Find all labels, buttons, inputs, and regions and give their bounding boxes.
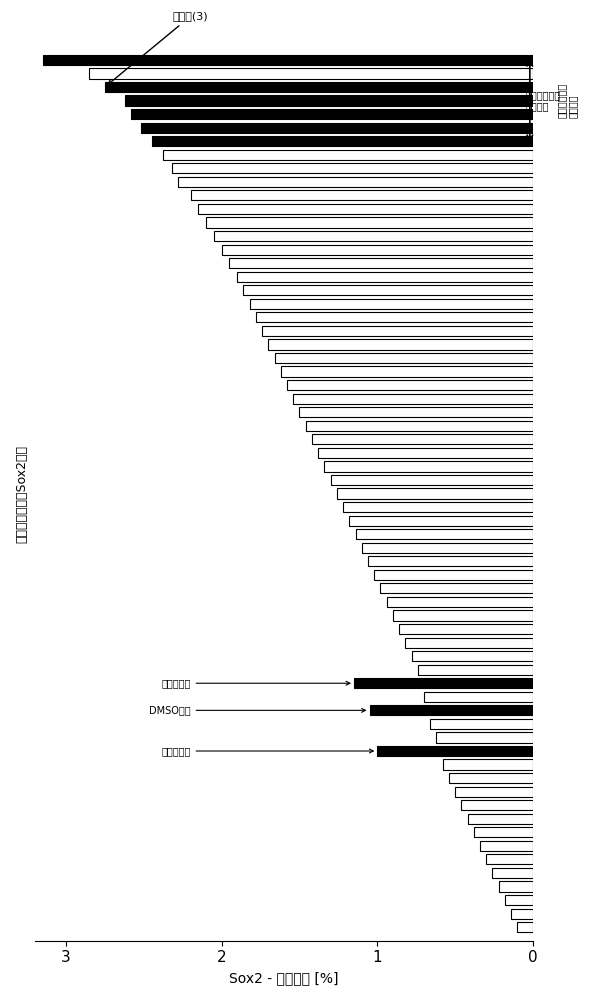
Bar: [354, 678, 533, 688]
Bar: [178, 177, 533, 187]
Bar: [281, 366, 533, 377]
Bar: [287, 380, 533, 390]
Text: 最有显著效果
的化合物: 最有显著效果 的化合物: [525, 90, 560, 111]
Bar: [387, 597, 533, 607]
Bar: [293, 394, 533, 404]
Bar: [381, 583, 533, 593]
Bar: [474, 827, 533, 837]
Bar: [256, 312, 533, 322]
Bar: [418, 665, 533, 675]
Bar: [43, 55, 533, 65]
Bar: [163, 150, 533, 160]
Text: 化合物(3): 化合物(3): [108, 11, 209, 84]
Bar: [89, 68, 533, 79]
Bar: [300, 407, 533, 417]
Bar: [517, 922, 533, 932]
Text: DMSO对照: DMSO对照: [149, 705, 365, 715]
Bar: [306, 421, 533, 431]
Bar: [369, 705, 533, 715]
X-axis label: Sox2 - 相对表达 [%]: Sox2 - 相对表达 [%]: [229, 971, 339, 985]
Text: 最有显著效果
的化合物: 最有显著效果 的化合物: [556, 83, 578, 118]
Bar: [275, 353, 533, 363]
Text: 多次化合物: 多次化合物: [161, 678, 350, 688]
Bar: [511, 909, 533, 919]
Text: 培养基对照: 培养基对照: [161, 746, 374, 756]
Bar: [131, 109, 533, 119]
Bar: [237, 272, 533, 282]
Bar: [492, 868, 533, 878]
Bar: [499, 881, 533, 892]
Bar: [105, 82, 533, 92]
Bar: [486, 854, 533, 864]
Bar: [362, 543, 533, 553]
Bar: [374, 570, 533, 580]
Bar: [206, 217, 533, 228]
Bar: [455, 787, 533, 797]
Bar: [377, 746, 533, 756]
Bar: [243, 285, 533, 295]
Bar: [229, 258, 533, 268]
Bar: [349, 516, 533, 526]
Y-axis label: 物质刺激的相关Sox2表达: 物质刺激的相关Sox2表达: [15, 445, 28, 543]
Bar: [125, 95, 533, 106]
Bar: [462, 800, 533, 810]
Bar: [505, 895, 533, 905]
Bar: [268, 339, 533, 350]
Bar: [368, 556, 533, 566]
Bar: [141, 123, 533, 133]
Bar: [190, 190, 533, 200]
Bar: [312, 434, 533, 444]
Bar: [152, 136, 533, 146]
Bar: [480, 841, 533, 851]
Bar: [467, 814, 533, 824]
Bar: [222, 245, 533, 255]
Bar: [356, 529, 533, 539]
Bar: [318, 448, 533, 458]
Bar: [250, 299, 533, 309]
Bar: [405, 638, 533, 648]
Bar: [449, 773, 533, 783]
Bar: [330, 475, 533, 485]
Bar: [324, 461, 533, 472]
Bar: [199, 204, 533, 214]
Bar: [393, 610, 533, 621]
Bar: [399, 624, 533, 634]
Bar: [214, 231, 533, 241]
Bar: [343, 502, 533, 512]
Bar: [436, 732, 533, 743]
Bar: [411, 651, 533, 661]
Bar: [430, 719, 533, 729]
Bar: [172, 163, 533, 173]
Bar: [424, 692, 533, 702]
Bar: [262, 326, 533, 336]
Bar: [443, 759, 533, 770]
Bar: [337, 488, 533, 499]
